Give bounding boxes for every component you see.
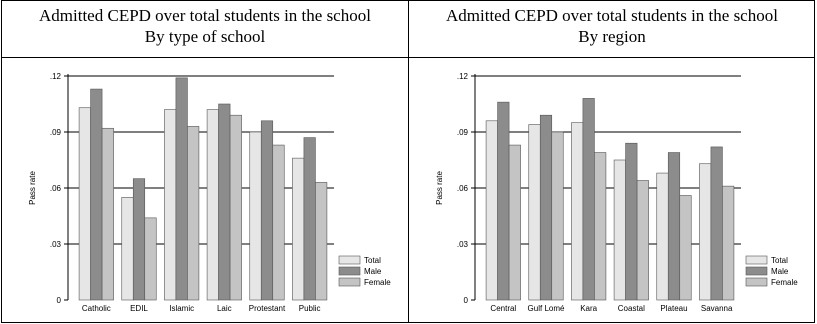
panel-title-type-of-school: Admitted CEPD over total students in the… — [2, 5, 408, 47]
bar-catholic-female — [101, 127, 114, 301]
x-tick-label: Central — [490, 304, 516, 313]
bar-central-male — [497, 101, 510, 301]
bar-protestant-total — [249, 131, 262, 301]
x-tick-label: Plateau — [660, 304, 687, 313]
y-axis-label: Pass rate — [28, 171, 37, 205]
y-tick-label: .12 — [50, 72, 62, 81]
legend-swatch-total — [745, 255, 768, 265]
bar-kara-total — [571, 122, 584, 301]
bar-chart-by-region: 0 .03 .06 .09 .12 Pass rate Central Gulf Lomé Ka… — [435, 72, 798, 313]
y-tick-label: 0 — [464, 296, 469, 305]
bar-catholic-total — [78, 107, 91, 301]
legend-swatch-female — [745, 277, 768, 287]
bar-public-male — [303, 137, 316, 301]
bar-plateau-female — [679, 195, 692, 301]
bar-gulf-lom-female — [551, 131, 564, 301]
bar-coastal-male — [625, 142, 638, 301]
bar-laic-female — [229, 114, 242, 301]
x-tick-label: Catholic — [82, 304, 111, 313]
bar-edil-male — [132, 178, 146, 301]
x-tick-label: Savanna — [701, 304, 733, 313]
legend-label-female: Female — [771, 278, 798, 287]
bar-central-female — [508, 144, 521, 301]
bar-public-total — [292, 157, 305, 301]
bar-plateau-male — [667, 152, 681, 301]
y-tick-label: .12 — [457, 72, 469, 81]
legend-swatch-male — [338, 266, 361, 276]
bar-coastal-female — [636, 180, 649, 301]
bar-laic-male — [218, 103, 231, 301]
title-divider — [1, 57, 815, 58]
x-tick-label: Public — [299, 304, 321, 313]
legend-label-total: Total — [771, 256, 788, 265]
y-tick-label: 0 — [57, 296, 62, 305]
y-tick-label: .09 — [50, 128, 62, 137]
x-tick-label: Kara — [580, 304, 597, 313]
legend-swatch-female — [338, 277, 361, 287]
bar-chart-by-type-of-school: 0 .03 .06 .09 .12 Pass rate Catholic EDIL Islami… — [28, 72, 391, 313]
bar-edil-total — [121, 197, 134, 301]
bar-islamic-total — [164, 109, 177, 301]
bar-kara-male — [582, 98, 595, 301]
y-tick-label: .06 — [457, 184, 469, 193]
bar-kara-female — [594, 152, 607, 301]
x-tick-label: Gulf Lomé — [528, 304, 565, 313]
bar-plateau-total — [656, 172, 669, 301]
bar-gulf-lom-male — [539, 114, 553, 301]
legend-swatch-total — [338, 255, 361, 265]
legend-label-male: Male — [771, 267, 789, 276]
x-tick-label: Laic — [217, 304, 232, 313]
x-tick-label: Islamic — [169, 304, 194, 313]
bar-savanna-female — [722, 185, 735, 301]
bar-gulf-lom-total — [528, 124, 541, 301]
x-tick-label: EDIL — [130, 304, 148, 313]
bar-savanna-total — [699, 163, 712, 301]
legend-label-female: Female — [364, 278, 391, 287]
bar-protestant-male — [260, 120, 274, 301]
bar-laic-total — [206, 109, 219, 301]
panel-title-line2: By region — [578, 27, 646, 46]
bar-catholic-male — [90, 88, 103, 301]
y-tick-label: .09 — [457, 128, 469, 137]
y-axis-label: Pass rate — [435, 171, 444, 205]
y-tick-label: .06 — [50, 184, 62, 193]
panel-divider — [408, 0, 409, 323]
legend-swatch-male — [745, 266, 768, 276]
legend-label-male: Male — [364, 267, 382, 276]
panel-title-line1: Admitted CEPD over total students in the… — [39, 6, 371, 25]
bar-central-total — [485, 120, 498, 301]
bar-coastal-total — [613, 159, 626, 301]
panel-title-line2: By type of school — [144, 27, 266, 46]
y-tick-label: .03 — [50, 240, 62, 249]
panel-title-region: Admitted CEPD over total students in the… — [409, 5, 815, 47]
bar-edil-female — [144, 217, 157, 301]
x-tick-label: Protestant — [249, 304, 286, 313]
y-tick-label: .03 — [457, 240, 469, 249]
bar-savanna-male — [710, 146, 723, 301]
bar-public-female — [315, 182, 328, 301]
bar-protestant-female — [272, 144, 285, 301]
legend-label-total: Total — [364, 256, 381, 265]
x-tick-label: Coastal — [618, 304, 645, 313]
bar-islamic-male — [175, 77, 188, 301]
panel-title-line1: Admitted CEPD over total students in the… — [446, 6, 778, 25]
bar-islamic-female — [187, 126, 200, 301]
